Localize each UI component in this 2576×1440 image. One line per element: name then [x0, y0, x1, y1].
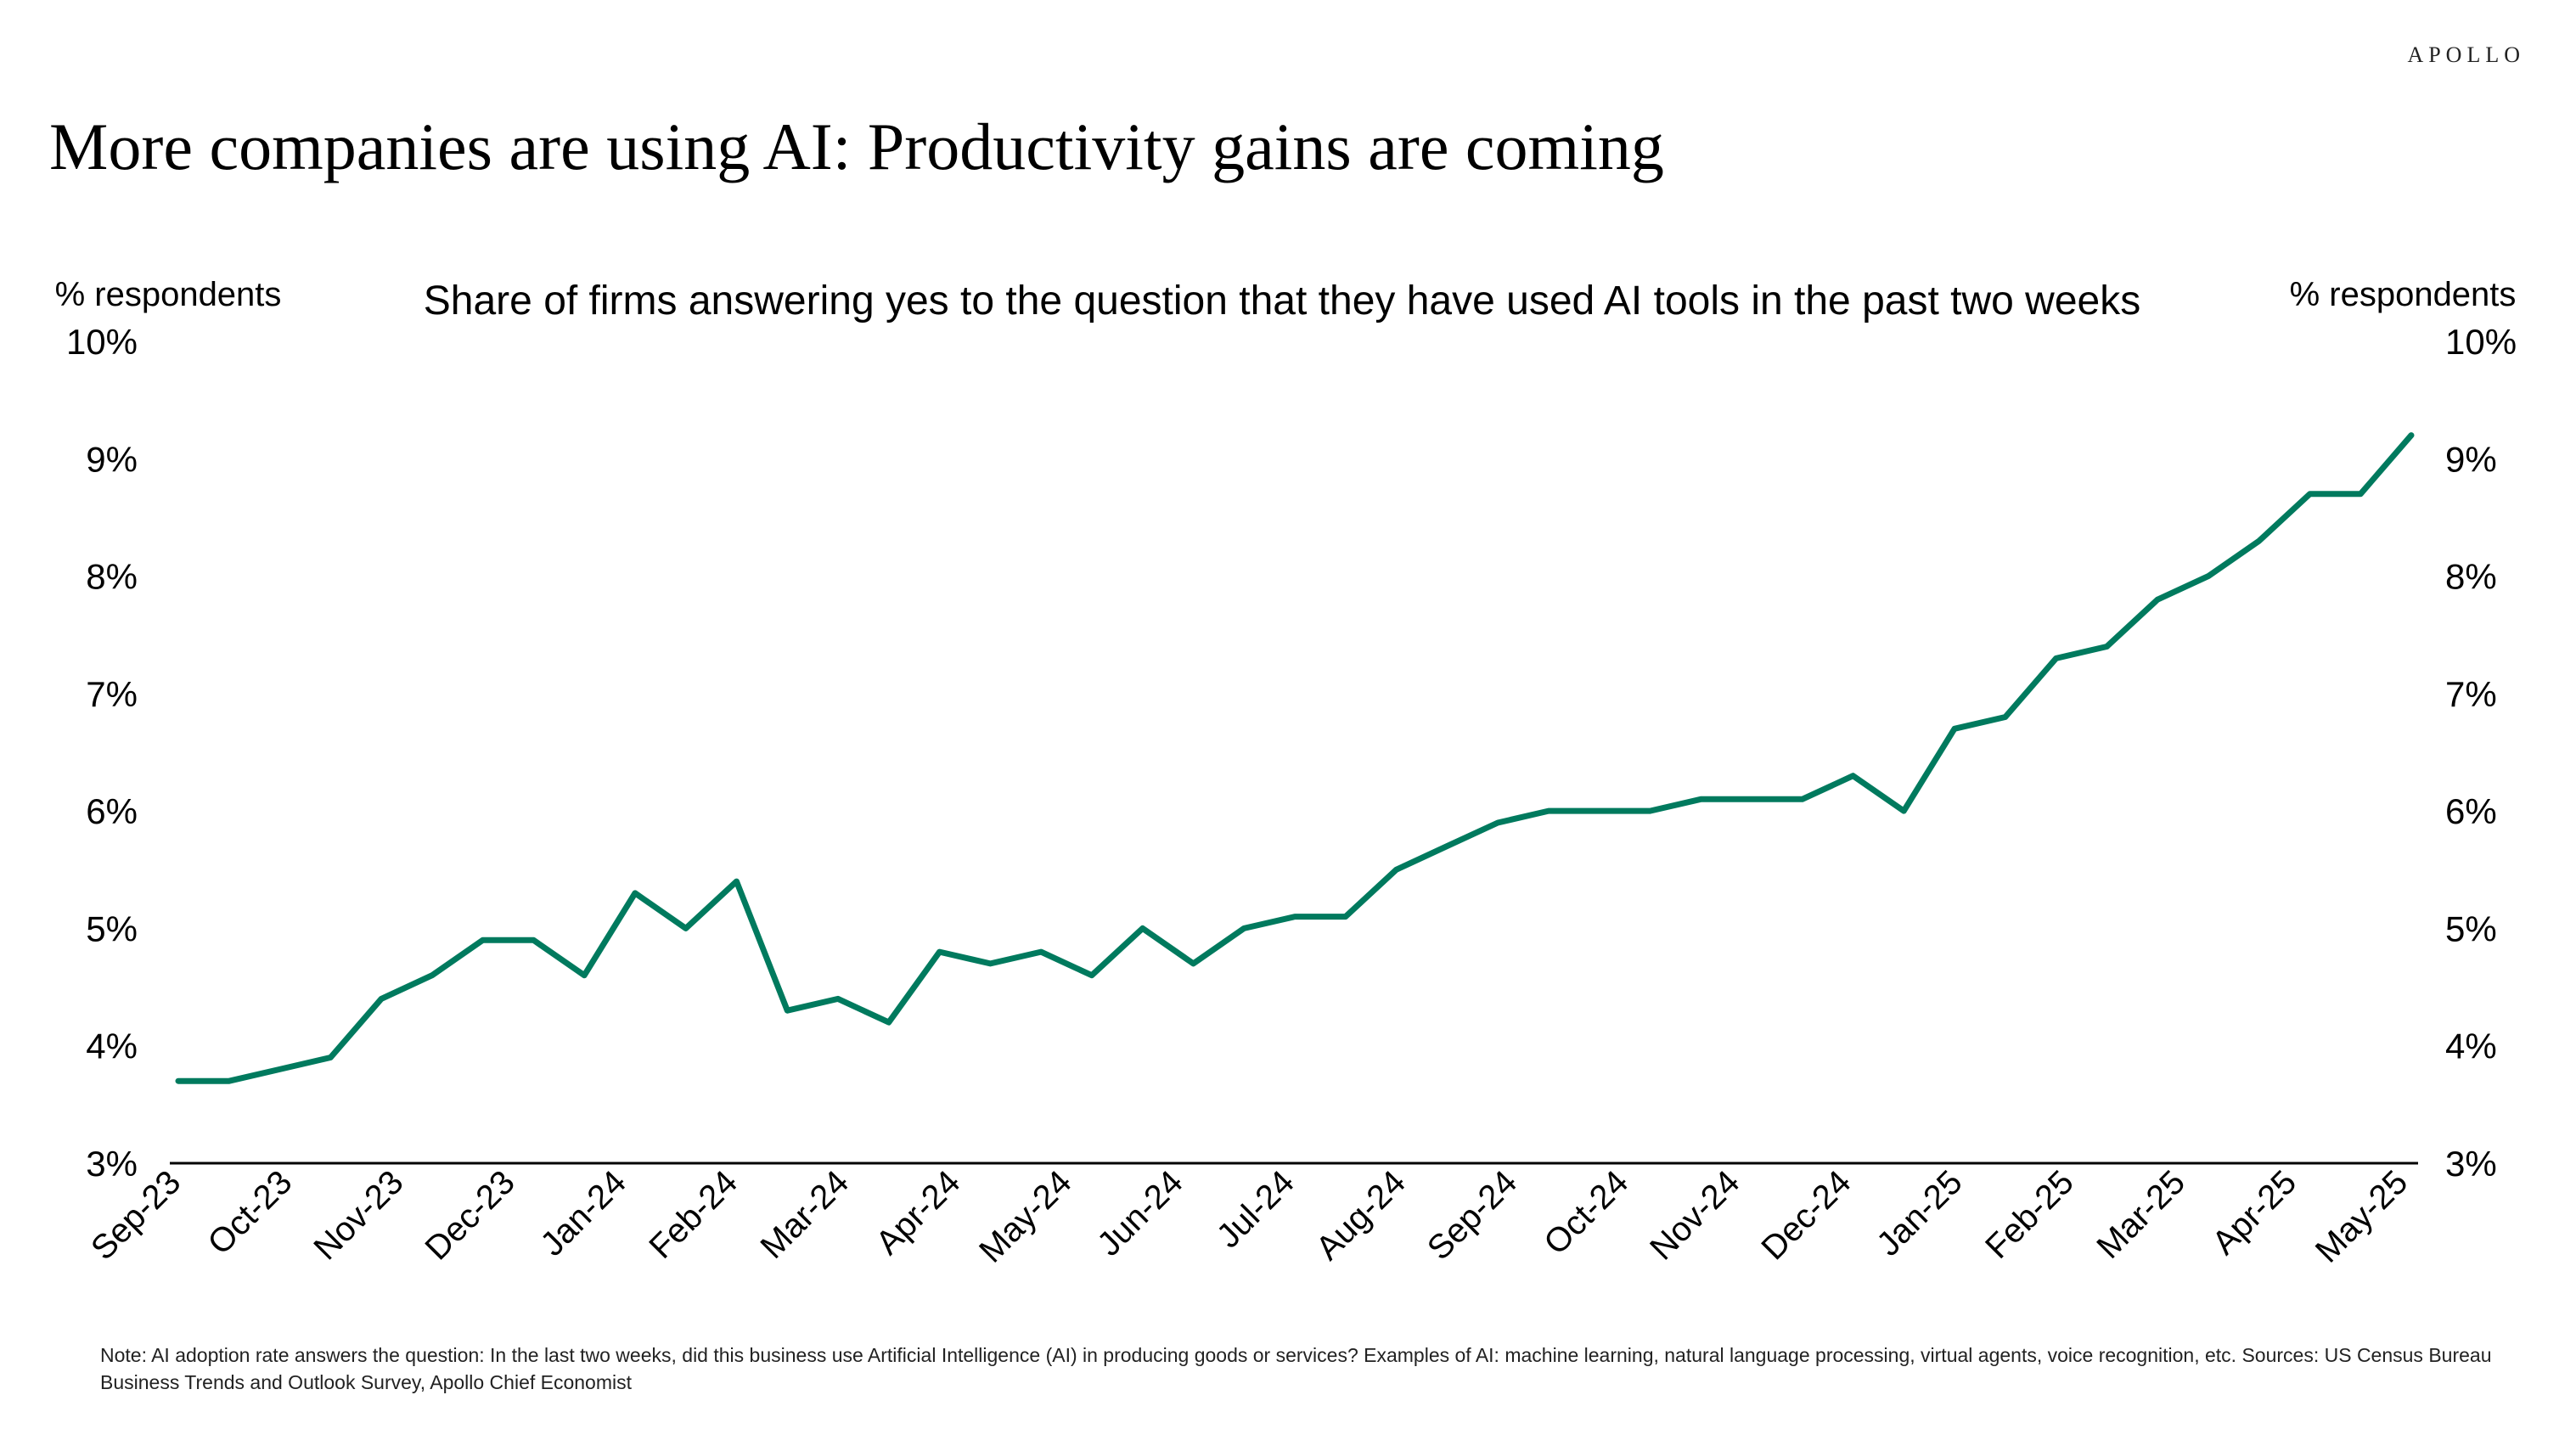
- x-tick-label: Oct-24: [1537, 1163, 1635, 1262]
- x-tick-label: Apr-25: [2205, 1163, 2303, 1262]
- x-tick-label: Aug-24: [1309, 1163, 1413, 1267]
- x-tick-label: Dec-24: [1754, 1163, 1858, 1267]
- y-axis-label-left: % respondents: [55, 276, 282, 313]
- x-tick-label: Nov-23: [307, 1163, 410, 1267]
- y-tick-label-right: 10%: [2445, 322, 2517, 362]
- x-tick-label: Apr-24: [869, 1163, 967, 1262]
- x-tick-label: May-25: [2309, 1163, 2415, 1269]
- x-tick-label: Jan-24: [533, 1163, 633, 1263]
- x-tick-label: Feb-25: [1978, 1163, 2081, 1266]
- x-tick-label: Jun-24: [1090, 1163, 1190, 1263]
- y-tick-label-right: 9%: [2445, 439, 2497, 479]
- y-tick-label-right: 4%: [2445, 1027, 2497, 1066]
- x-tick-label: Mar-25: [2089, 1163, 2192, 1266]
- series-line: [175, 432, 2415, 1084]
- y-tick-label-left: 6%: [86, 791, 138, 831]
- y-tick-label-left: 3%: [86, 1144, 138, 1184]
- x-tick-label: Oct-23: [201, 1163, 300, 1262]
- y-tick-label-left: 4%: [86, 1027, 138, 1066]
- x-tick-label: Dec-23: [419, 1163, 522, 1267]
- x-tick-label: Mar-24: [754, 1163, 857, 1266]
- chart-area: Share of firms answering yes to the ques…: [0, 255, 2576, 1342]
- x-tick-label: Nov-24: [1643, 1163, 1746, 1267]
- page-title: More companies are using AI: Productivit…: [49, 110, 1664, 183]
- chart-title: Share of firms answering yes to the ques…: [424, 278, 2140, 323]
- y-tick-label-left: 5%: [86, 908, 138, 948]
- y-tick-label-right: 6%: [2445, 791, 2497, 831]
- x-tick-label: May-24: [972, 1163, 1078, 1269]
- brand-logo: APOLLO: [2407, 42, 2525, 67]
- y-tick-label-right: 3%: [2445, 1144, 2497, 1184]
- footnote: Note: AI adoption rate answers the quest…: [100, 1344, 2492, 1393]
- x-tick-label: Jul-24: [1210, 1163, 1302, 1255]
- y-axis-label-right: % respondents: [2290, 276, 2517, 313]
- y-tick-label-left: 7%: [86, 674, 138, 714]
- y-tick-label-left: 8%: [86, 557, 138, 597]
- y-tick-label-right: 7%: [2445, 674, 2497, 714]
- y-tick-label-right: 8%: [2445, 557, 2497, 597]
- y-tick-label-left: 9%: [86, 439, 138, 479]
- x-tick-label: Sep-24: [1420, 1163, 1524, 1267]
- line-chart: Share of firms answering yes to the ques…: [55, 276, 2517, 1270]
- x-tick-label: Jan-25: [1870, 1163, 1970, 1263]
- y-tick-label-left: 10%: [66, 322, 138, 362]
- y-tick-label-right: 5%: [2445, 908, 2497, 948]
- x-tick-label: Feb-24: [642, 1163, 745, 1266]
